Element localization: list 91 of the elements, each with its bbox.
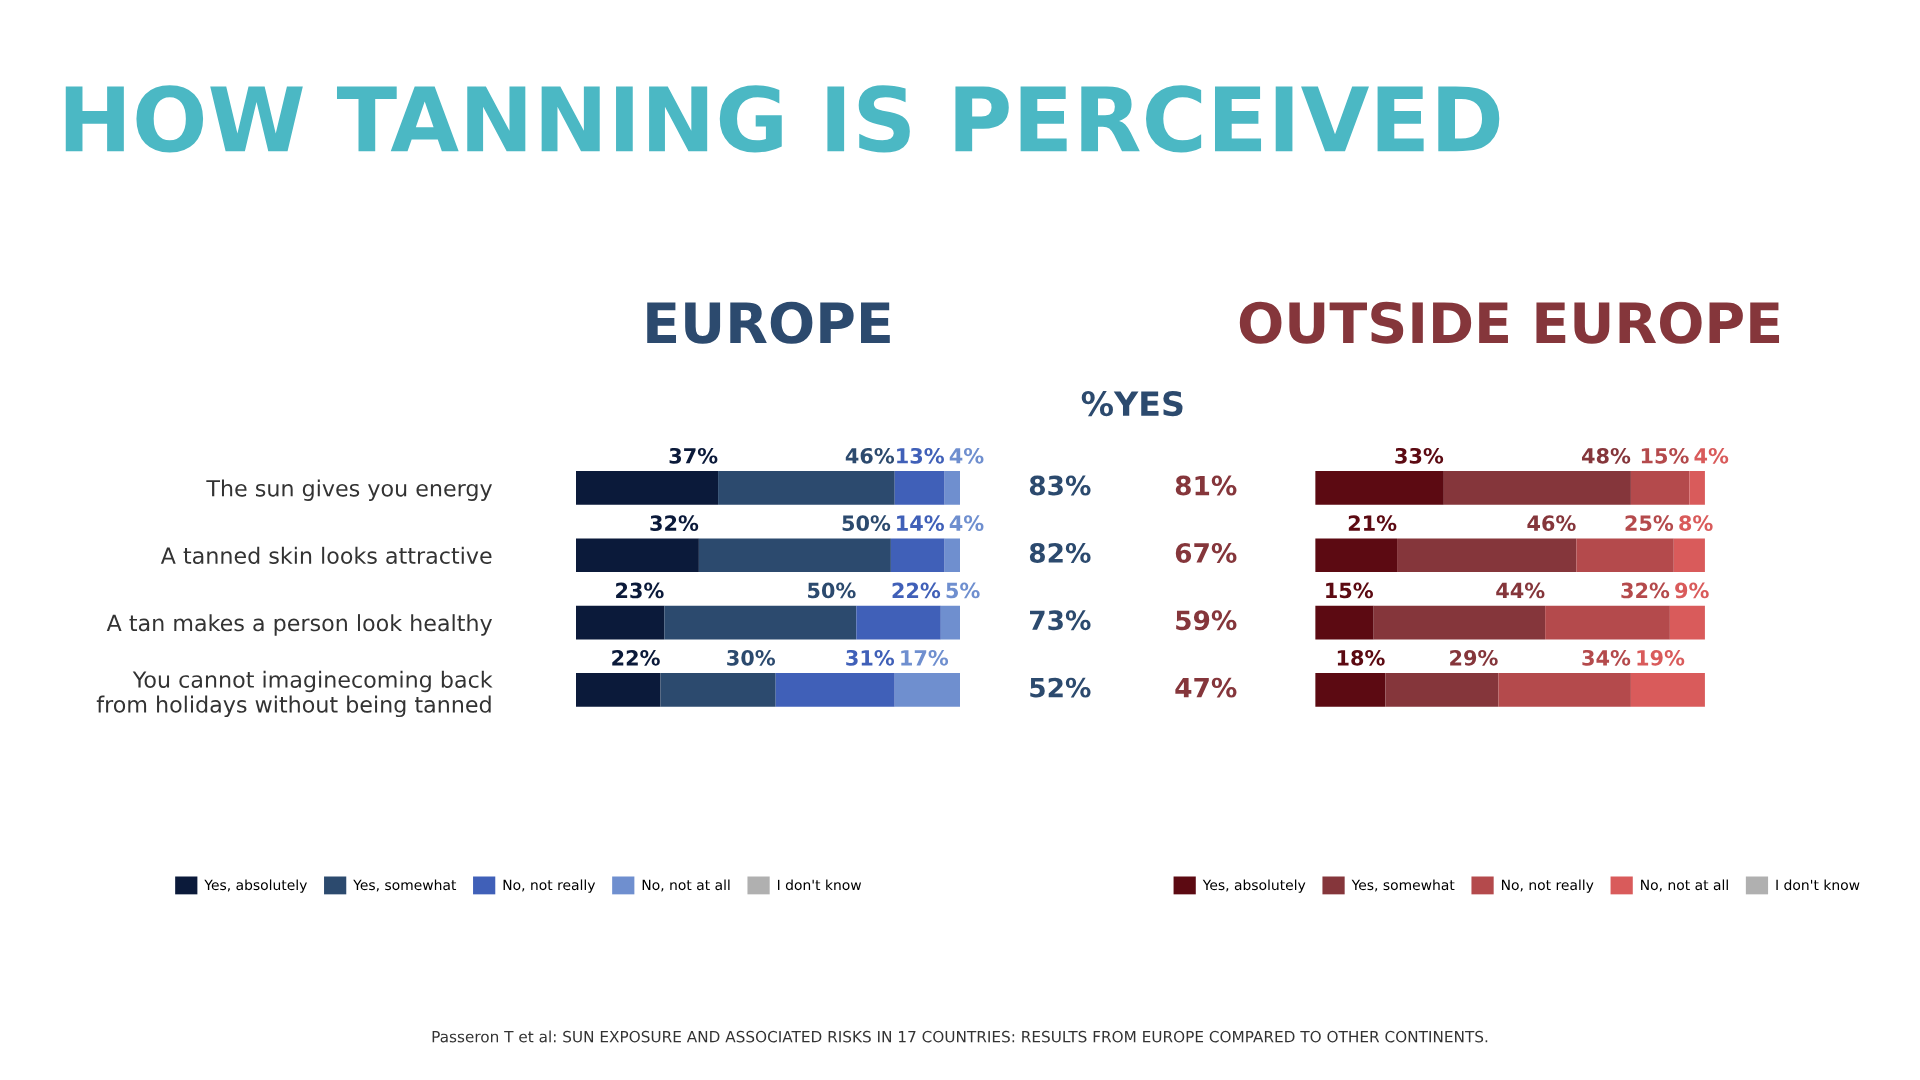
bar [1315,673,1386,707]
bar [856,605,941,640]
data-label: 37% [669,447,718,464]
bar [576,605,665,640]
bar [1673,538,1705,573]
y-tick-label: The sun gives you energy [206,479,492,501]
data-label: 32% [650,515,699,532]
bar [1545,605,1670,640]
data-label: 9% [1675,582,1709,599]
legend-label: Yes, somewhat [353,879,457,892]
data-label: 50% [842,515,891,532]
bar [1385,673,1499,707]
bar [718,471,895,505]
bar [894,471,945,505]
legend-label: I don't know [1776,879,1860,891]
bar [1498,673,1631,707]
legend-label: Yes, somewhat [1351,879,1455,892]
y-tick-label: You cannot imaginecoming back from holidays without being tanned [96,670,493,718]
text: Passeron T et al: SUN EXPOSURE AND ASSOCIATED RISKS IN 17 COUNTRIES: RESULTS FROM EUROPE COMPARED TO OTHER CONTINENTS. [432,1030,1488,1043]
text: 82% [1029,542,1091,563]
bar [1576,538,1674,573]
bar [1630,673,1705,707]
bar [664,605,857,640]
data-label: 46% [845,447,895,464]
data-label: 14% [897,515,944,532]
bar [1630,471,1690,505]
text: 73% [1030,610,1091,631]
data-label: 8% [1679,515,1713,532]
data-label: 22% [612,649,660,666]
data-label: 50% [808,582,856,599]
data-label: 30% [727,649,776,666]
data-label: 25% [1625,515,1674,532]
data-label: 34% [1582,649,1631,666]
bar [1315,538,1398,573]
bar [660,673,776,707]
bar [890,538,945,573]
data-label: 4% [949,515,984,532]
text: 83% [1029,475,1091,496]
text: 67% [1175,542,1237,563]
bar [944,471,960,505]
data-label: 29% [1450,649,1498,666]
text: 47% [1175,677,1237,698]
data-label: 13% [897,447,944,464]
chart-title: HOW TANNING IS PERCEIVED [65,85,1500,153]
data-label: 23% [616,582,664,599]
bar [576,538,699,573]
legend-label: Yes, absolutely [204,879,307,893]
bar [944,538,960,573]
bar [775,673,895,707]
bar [576,673,661,707]
text: 59% [1176,610,1237,631]
y-tick-label: A tan makes a person look healthy [106,614,493,636]
text: 52% [1030,677,1091,698]
data-label: 44% [1496,582,1545,599]
legend-label: Yes, absolutely [1202,879,1306,893]
data-label: 4% [949,447,984,464]
bar [698,538,891,573]
legend-label: No, not at all [642,879,730,892]
data-label: 19% [1637,649,1685,666]
bar [1443,471,1631,505]
data-label: 18% [1337,649,1385,666]
bar [1373,605,1546,640]
data-label: 48% [1581,447,1631,464]
data-label: 21% [1348,515,1397,532]
legend-label: No, not really [1501,879,1594,893]
bar [1315,605,1374,640]
data-label: 5% [946,582,980,599]
data-label: 17% [901,649,949,666]
y-tick-label: A tanned skin looks attractive [160,546,492,565]
legend-label: No, not at all [1641,879,1728,892]
bar [1315,471,1444,505]
legend-label: I don't know [777,879,862,891]
bar [1689,471,1705,505]
data-label: 15% [1326,582,1373,599]
data-label: 33% [1395,447,1444,464]
text: 81% [1175,475,1237,496]
data-label: 22% [892,582,941,599]
bar [1397,538,1577,573]
bar [894,673,960,707]
bar [1669,605,1705,640]
data-label: 31% [846,649,895,666]
data-label: 4% [1694,447,1729,464]
legend-label: No, not really [503,879,596,893]
data-label: 46% [1527,515,1576,532]
data-label: 32% [1621,582,1670,599]
bar [940,605,960,640]
data-label: 15% [1641,447,1689,464]
chart-subtitle: EUROPE [647,301,890,344]
bar [576,471,719,505]
text: %YES [1081,391,1183,417]
chart-subtitle: OUTSIDE EUROPE [1239,301,1780,344]
